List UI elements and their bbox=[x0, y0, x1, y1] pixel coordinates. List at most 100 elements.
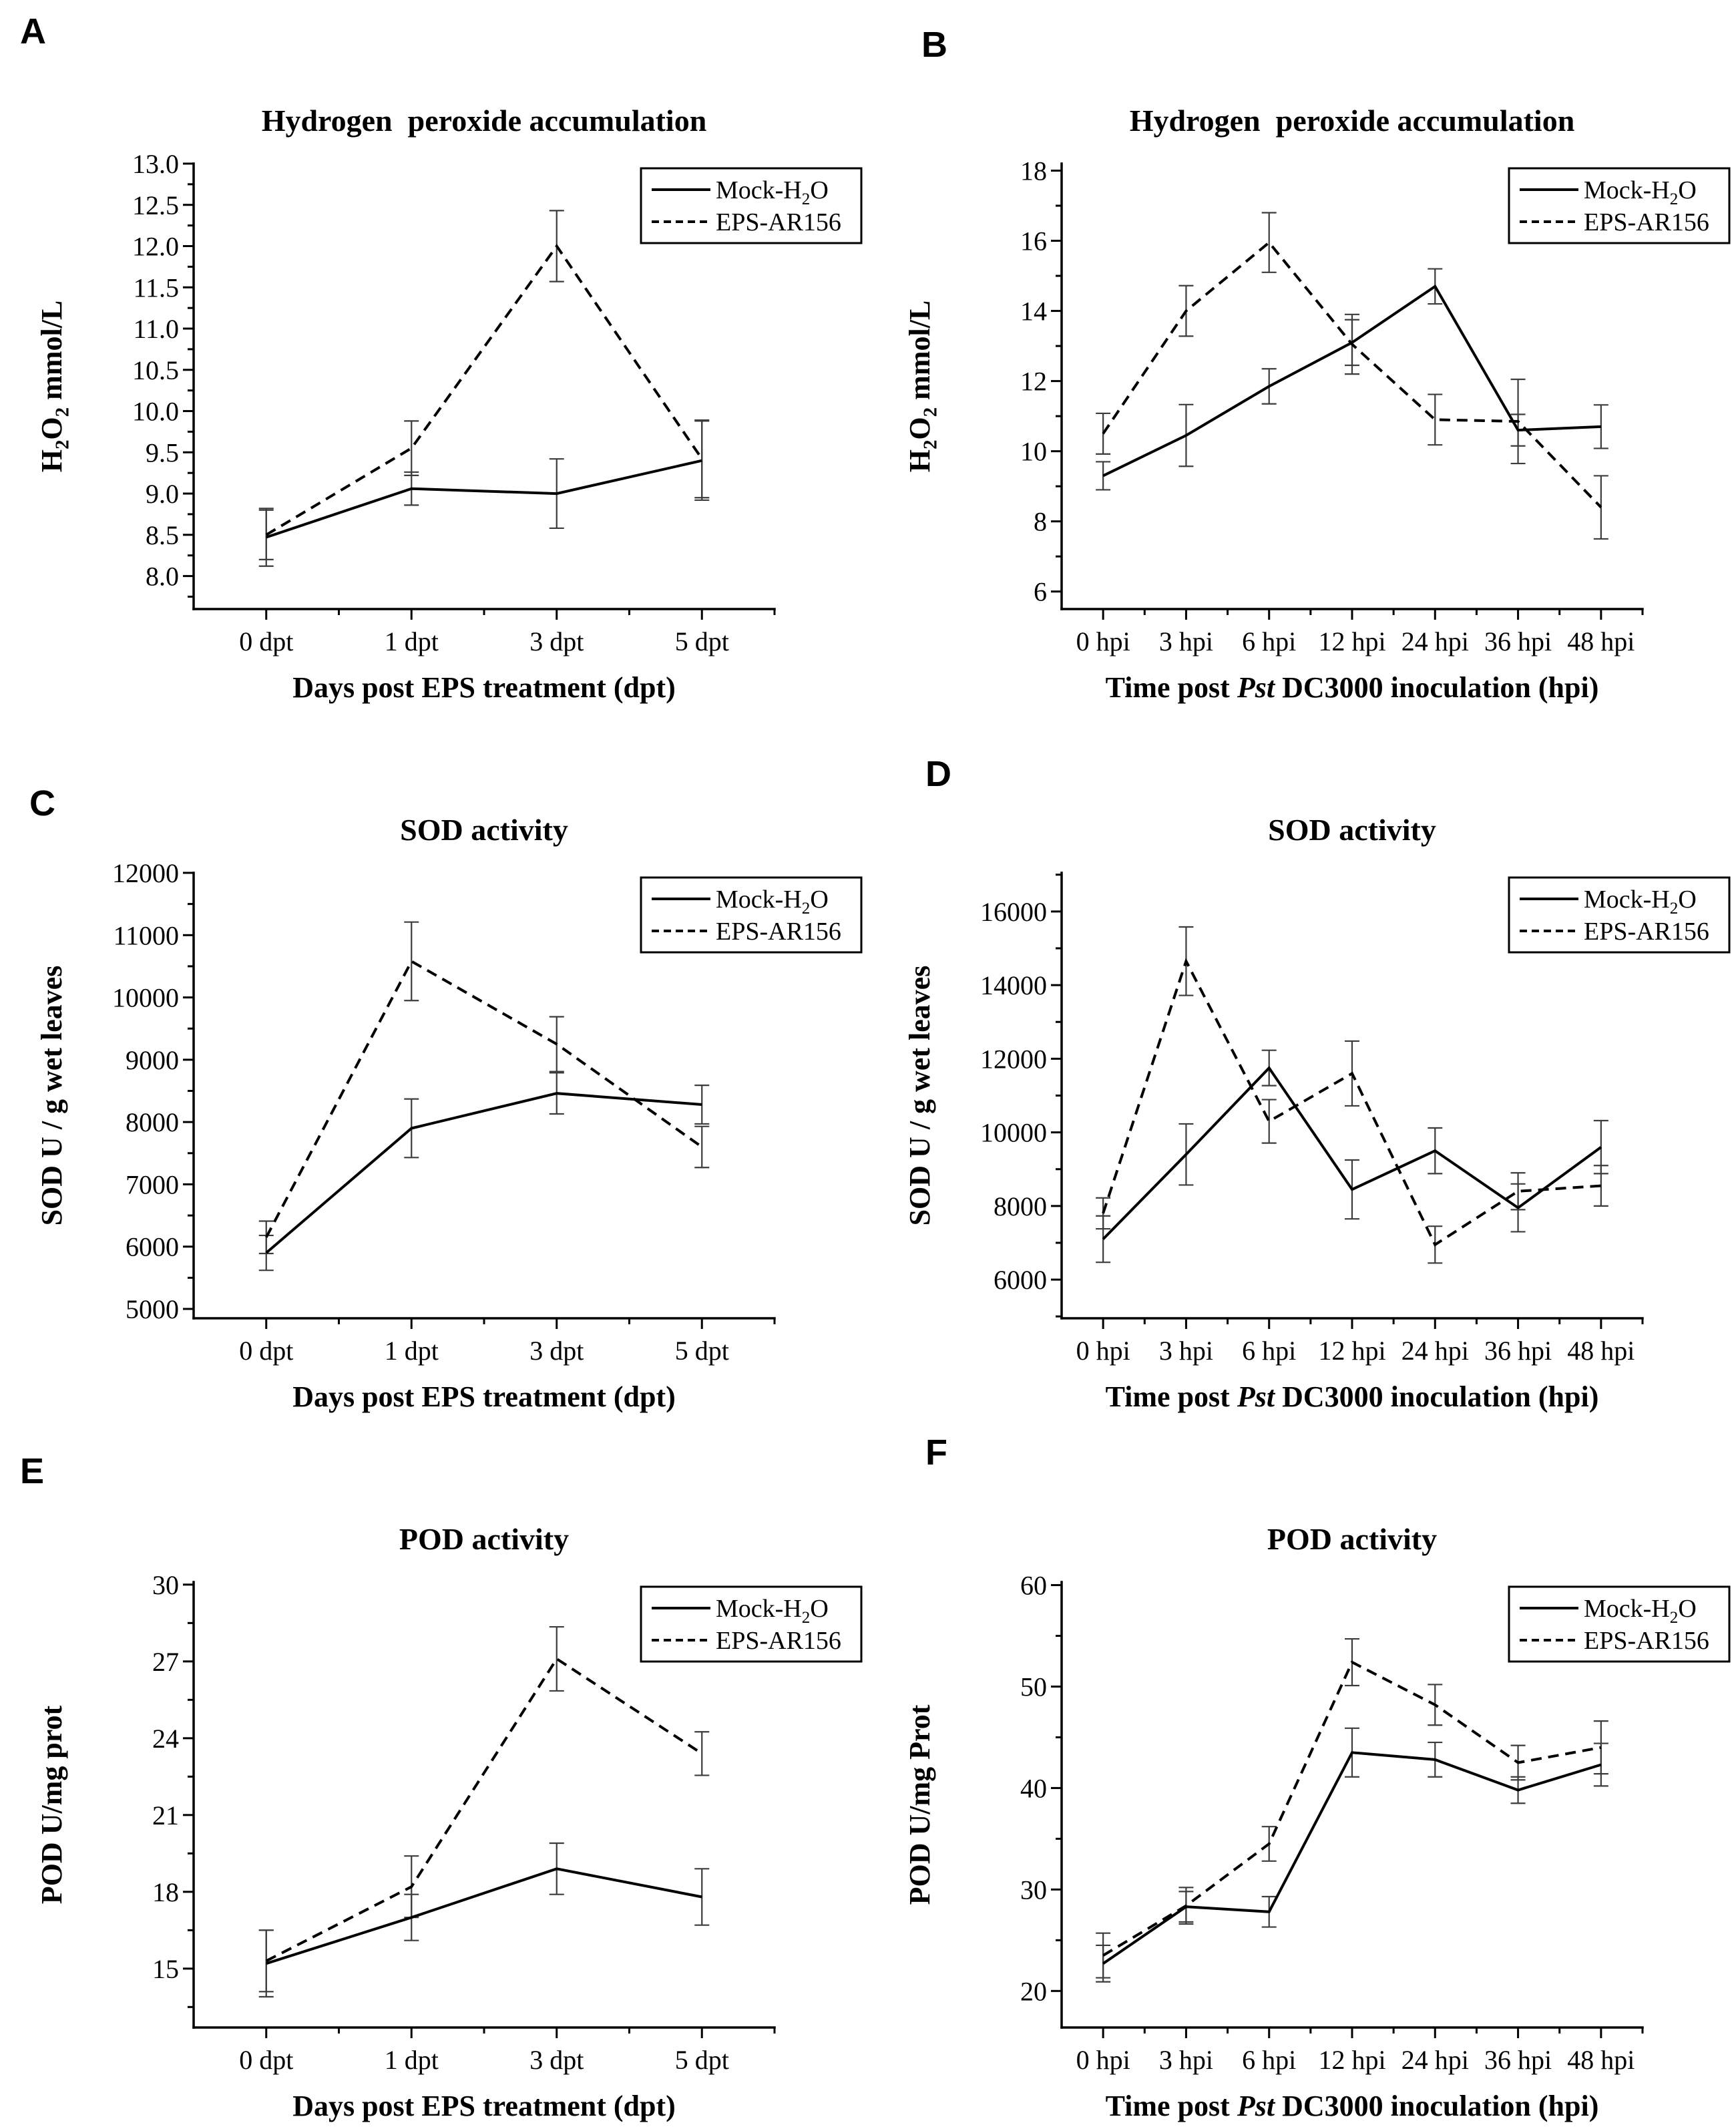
y-tick-label: 50 bbox=[1020, 1672, 1047, 1702]
legend-label: Mock-H2O bbox=[716, 1595, 829, 1627]
error-bars bbox=[258, 921, 710, 1272]
x-tick-label: 48 hpi bbox=[1567, 626, 1635, 656]
y-tick-label: 10.5 bbox=[132, 355, 179, 385]
y-tick-label: 13.0 bbox=[132, 149, 179, 179]
y-tick-label: 40 bbox=[1020, 1773, 1047, 1803]
y-tick-label: 12.0 bbox=[132, 232, 179, 262]
panel-letter-c: C bbox=[29, 783, 55, 823]
tick-labels: 15 18 21 24 27 30 0 dpt 1 dpt 3 dpt 5 dpt bbox=[152, 1570, 729, 2075]
y-axis-label: POD U/mg Prot bbox=[903, 1704, 936, 1905]
y-tick-label: 8000 bbox=[126, 1107, 179, 1137]
panel-c: C 5000 6000 7000 8000 9000 10000 11000 12000 0 d… bbox=[0, 709, 868, 1418]
chart-c: 5000 6000 7000 8000 9000 10000 11000 12000 0 dpt… bbox=[35, 813, 863, 1413]
y-tick-label: 21 bbox=[152, 1800, 179, 1830]
ticks bbox=[1051, 874, 1644, 1329]
tick-labels: 20 30 40 50 60 0 hpi 3 hpi 6 hpi 12 hpi 24 hpi 36 … bbox=[1020, 1571, 1635, 2075]
x-tick-label: 12 hpi bbox=[1318, 2045, 1385, 2075]
panel-letter-f: F bbox=[925, 1432, 947, 1473]
legend-box bbox=[1508, 1585, 1731, 1663]
x-tick-label: 5 dpt bbox=[675, 2045, 729, 2075]
legend-label: EPS-AR156 bbox=[716, 208, 841, 236]
ticks bbox=[183, 1583, 776, 2038]
x-axis-label: Days post EPS treatment (dpt) bbox=[292, 671, 676, 704]
y-tick-label: 30 bbox=[1020, 1875, 1047, 1905]
panel-f: F 20 30 40 50 60 0 hpi 3 hpi 6 hpi 12 hpi 24 hpi 3… bbox=[868, 1418, 1736, 2127]
ticks bbox=[183, 162, 776, 620]
x-tick-label: 24 hpi bbox=[1401, 626, 1469, 656]
x-tick-label: 0 hpi bbox=[1076, 1336, 1130, 1366]
y-tick-label: 8 bbox=[1034, 507, 1047, 537]
y-tick-label: 6000 bbox=[126, 1232, 179, 1262]
y-tick-label: 20 bbox=[1020, 1976, 1047, 2006]
y-tick-label: 30 bbox=[152, 1570, 179, 1600]
x-tick-label: 1 dpt bbox=[385, 1336, 439, 1366]
series-line-eps-ar156 bbox=[1102, 958, 1602, 1247]
legend-label: Mock-H2O bbox=[1584, 886, 1697, 918]
x-tick-label: 36 hpi bbox=[1484, 2045, 1552, 2075]
legend-label: EPS-AR156 bbox=[1584, 1627, 1709, 1655]
y-axis-label: H2O2 mmol/L bbox=[35, 301, 73, 473]
x-tick-label: 1 dpt bbox=[385, 2045, 439, 2075]
x-tick-label: 3 dpt bbox=[529, 1336, 584, 1366]
y-tick-label: 12.5 bbox=[132, 190, 179, 220]
series-line-mock-h2o bbox=[266, 459, 702, 539]
x-tick-label: 0 dpt bbox=[239, 626, 293, 656]
x-tick-label: 0 hpi bbox=[1076, 2045, 1130, 2075]
series-line-mock-h2o bbox=[265, 1092, 702, 1254]
y-axis-label: POD U/mg prot bbox=[35, 1705, 68, 1904]
x-tick-label: 6 hpi bbox=[1242, 1336, 1296, 1366]
x-tick-label: 0 dpt bbox=[239, 2045, 293, 2075]
x-tick-label: 6 hpi bbox=[1242, 2045, 1296, 2075]
y-axis-label: SOD U / g wet leaves bbox=[903, 966, 936, 1226]
y-tick-label: 5000 bbox=[126, 1294, 179, 1324]
series-line-eps-ar156 bbox=[1102, 1660, 1602, 1957]
x-tick-label: 1 dpt bbox=[385, 626, 439, 656]
error-bars bbox=[1096, 926, 1608, 1264]
panel-a: A 8.0 8.5 9.0 9.5 10.0 10.5 11.0 11.5 12.0 12.5 13… bbox=[0, 0, 868, 709]
y-tick-label: 8.5 bbox=[146, 520, 179, 550]
y-tick-label: 9.5 bbox=[146, 437, 179, 467]
legend-box bbox=[1508, 876, 1731, 954]
series-lines bbox=[1102, 958, 1602, 1247]
x-tick-label: 12 hpi bbox=[1318, 626, 1385, 656]
panel-letter-a: A bbox=[20, 11, 46, 51]
series-line-eps-ar156 bbox=[265, 244, 703, 536]
y-tick-label: 11.0 bbox=[133, 314, 179, 344]
ticks bbox=[183, 872, 776, 1329]
legend-label: Mock-H2O bbox=[716, 176, 829, 208]
series-lines bbox=[265, 1657, 703, 1965]
x-tick-label: 5 dpt bbox=[675, 626, 729, 656]
x-tick-label: 36 hpi bbox=[1484, 1336, 1552, 1366]
y-tick-label: 7000 bbox=[126, 1169, 179, 1199]
x-tick-label: 3 hpi bbox=[1159, 1336, 1213, 1366]
series-lines bbox=[265, 244, 703, 539]
chart-title: POD activity bbox=[1267, 1522, 1437, 1556]
series-line-mock-h2o bbox=[266, 1867, 702, 1965]
x-axis-label: Time post Pst DC3000 inoculation (hpi) bbox=[1106, 1380, 1599, 1413]
legend-box bbox=[640, 876, 863, 954]
chart-title: POD activity bbox=[399, 1522, 569, 1556]
x-tick-label: 36 hpi bbox=[1484, 626, 1552, 656]
x-tick-label: 3 hpi bbox=[1159, 626, 1213, 656]
chart-title: Hydrogen peroxide accumulation bbox=[1130, 104, 1575, 138]
x-tick-label: 24 hpi bbox=[1401, 2045, 1469, 2075]
y-tick-label: 14 bbox=[1020, 297, 1047, 327]
legend-box bbox=[1508, 167, 1731, 244]
panel-e: E 15 18 21 24 27 30 0 dpt 1 dpt 3 dpt 5 dpt POD ac… bbox=[0, 1418, 868, 2127]
x-axis-label: Time post Pst DC3000 inoculation (hpi) bbox=[1106, 671, 1599, 704]
legend-label: Mock-H2O bbox=[1584, 176, 1697, 208]
y-tick-label: 24 bbox=[152, 1724, 179, 1754]
panel-letter-b: B bbox=[921, 25, 947, 65]
chart-title: SOD activity bbox=[1268, 813, 1436, 847]
x-axis-label: Days post EPS treatment (dpt) bbox=[292, 1380, 676, 1413]
chart-e: 15 18 21 24 27 30 0 dpt 1 dpt 3 dpt 5 dpt POD acti… bbox=[35, 1522, 863, 2122]
x-tick-label: 24 hpi bbox=[1401, 1336, 1469, 1366]
y-tick-label: 15 bbox=[152, 1954, 179, 1984]
y-tick-label: 10000 bbox=[980, 1118, 1047, 1148]
y-tick-label: 6000 bbox=[994, 1265, 1047, 1295]
